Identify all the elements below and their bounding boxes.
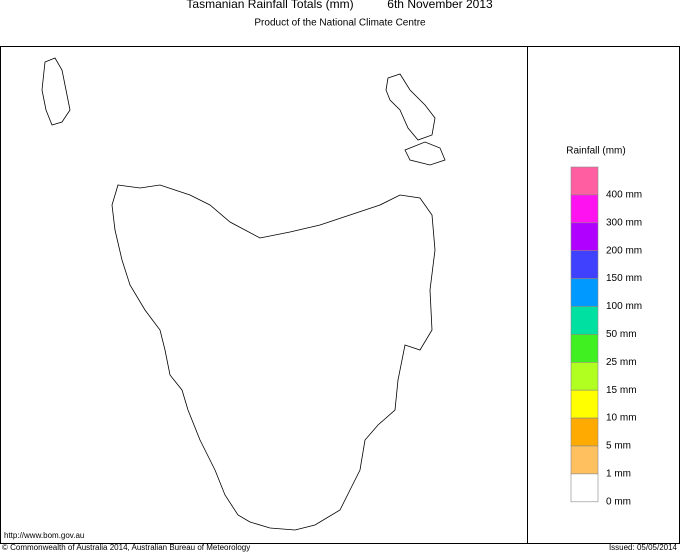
legend-swatch: [570, 417, 599, 447]
url: http://www.bom.gov.au: [4, 531, 84, 540]
legend-title: Rainfall (mm): [566, 146, 625, 157]
coastline: [41, 57, 446, 531]
legend-label: 5 mm: [606, 441, 631, 452]
legend-label: 25 mm: [606, 357, 637, 368]
date: 6th November 2013: [387, 0, 493, 11]
title: Tasmanian Rainfall Totals (mm): [186, 0, 353, 11]
legend-frame: [527, 46, 680, 544]
legend-label: 0 mm: [606, 496, 631, 507]
legend-swatch: [570, 194, 599, 224]
legend-label: 150 mm: [606, 273, 642, 284]
copyright: © Commonwealth of Australia 2014, Austra…: [2, 543, 250, 552]
legend-swatch: [570, 250, 599, 279]
legend-label: 50 mm: [606, 329, 637, 340]
issued: Issued: 05/05/2014: [609, 543, 678, 552]
legend-swatch: [570, 361, 599, 391]
legend-label: 15 mm: [606, 385, 637, 396]
legend-label: 1 mm: [606, 469, 631, 480]
legend-swatch: [570, 306, 599, 335]
legend-swatch: [570, 222, 599, 252]
legend-swatch: [570, 278, 599, 307]
legend-swatch: [570, 473, 599, 503]
map-frame: [0, 46, 528, 544]
legend-label: 400 mm: [606, 190, 642, 201]
legend-swatch: [570, 334, 599, 363]
legend-label: 10 mm: [606, 413, 637, 424]
legend-swatch: [570, 445, 599, 475]
legend-label: 300 mm: [606, 217, 642, 228]
legend-swatch: [570, 166, 599, 196]
legend-label: 200 mm: [606, 245, 642, 256]
legend-label: 100 mm: [606, 301, 642, 312]
subtitle: Product of the National Climate Centre: [254, 18, 426, 29]
legend-swatch: [570, 389, 599, 419]
